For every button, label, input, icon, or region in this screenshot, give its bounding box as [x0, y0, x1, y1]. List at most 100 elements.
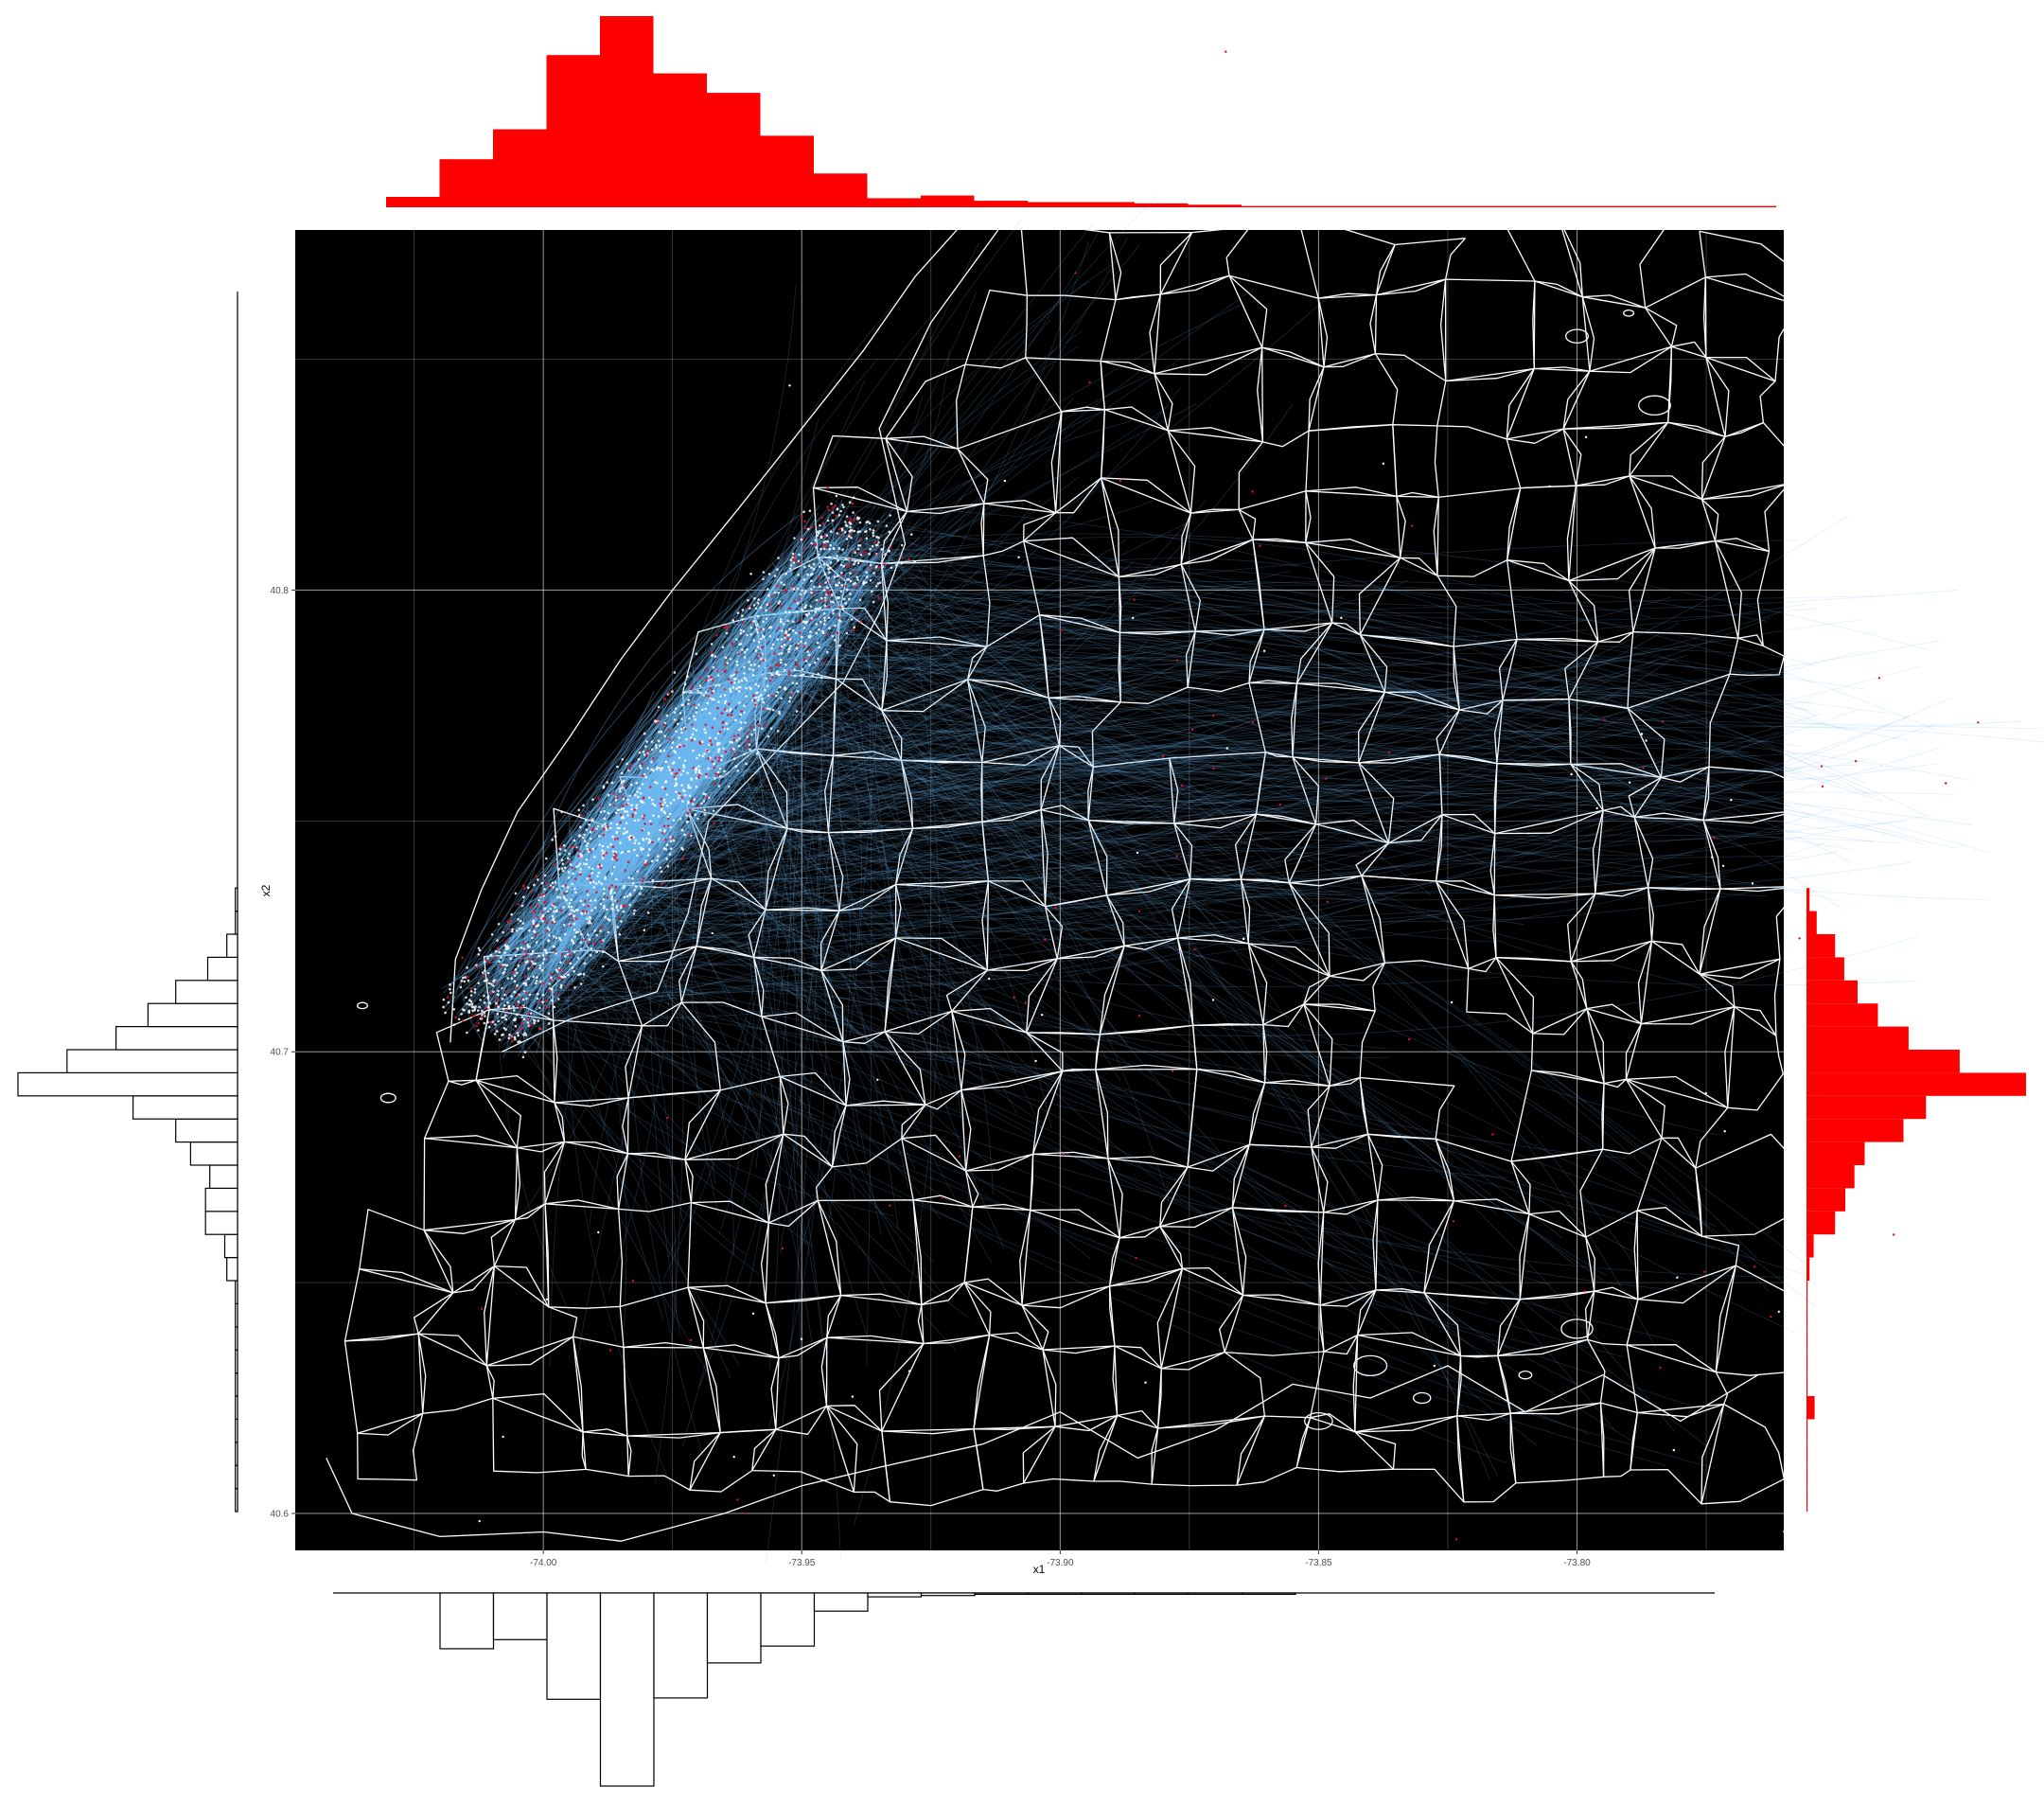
outer-endpoint — [782, 1248, 784, 1249]
right-histogram-bar — [1806, 1350, 1807, 1372]
pickup-point — [486, 979, 489, 982]
dropoff-point — [607, 825, 609, 828]
pickup-point — [616, 823, 619, 826]
pickup-point — [752, 669, 755, 672]
x-tick-label: -74.00 — [530, 1558, 557, 1568]
pickup-point — [626, 895, 629, 898]
pickup-point — [481, 1010, 484, 1013]
pickup-point — [489, 1001, 492, 1004]
pickup-point — [478, 947, 481, 950]
pickup-point — [609, 823, 612, 825]
dropoff-point — [613, 792, 616, 795]
pickup-point — [839, 620, 842, 623]
pickup-point — [693, 798, 696, 801]
pickup-point — [797, 574, 800, 576]
pickup-point — [814, 540, 817, 542]
pickup-point — [811, 675, 814, 678]
pickup-point — [634, 812, 637, 815]
pickup-point — [787, 650, 790, 653]
pickup-point — [831, 593, 834, 596]
pickup-point — [846, 515, 849, 518]
dropoff-point — [797, 645, 800, 647]
pickup-point — [845, 558, 848, 561]
pickup-point — [674, 671, 677, 674]
pickup-point — [803, 578, 806, 581]
outer-endpoint — [1878, 677, 1880, 679]
pickup-point — [823, 589, 826, 592]
pickup-point — [867, 521, 870, 523]
y-axis: 40.640.740.8 — [271, 586, 295, 1520]
dropoff-point — [855, 571, 857, 574]
dropoff-point — [771, 695, 774, 698]
pickup-point — [781, 629, 784, 632]
pickup-point — [572, 966, 574, 969]
pickup-point — [674, 752, 677, 754]
dropoff-point — [697, 805, 700, 807]
x-tick-label: -73.85 — [1305, 1558, 1332, 1568]
pickup-point — [611, 836, 614, 839]
pickup-point — [690, 736, 693, 739]
pickup-point — [744, 677, 747, 680]
pickup-point — [580, 947, 583, 950]
dropoff-point — [586, 890, 589, 893]
pickup-point — [532, 976, 535, 979]
pickup-point — [817, 642, 819, 645]
left-histogram-bar — [176, 981, 238, 1003]
dropoff-point — [603, 828, 606, 831]
pickup-point — [783, 584, 785, 587]
pickup-point — [603, 787, 606, 789]
pickup-point — [871, 591, 873, 593]
dropoff-point — [589, 849, 591, 852]
pickup-point — [466, 966, 468, 969]
pickup-point — [535, 982, 537, 985]
outer-endpoint — [1199, 1069, 1201, 1071]
outer-endpoint — [1896, 694, 1898, 696]
pickup-point — [541, 882, 544, 885]
right-marginal-histogram — [1806, 888, 2026, 1512]
pickup-point — [686, 814, 689, 817]
pickup-point — [670, 772, 673, 775]
bottom-histogram-bar — [1189, 1593, 1242, 1594]
pickup-point — [763, 701, 766, 704]
dropoff-point — [860, 539, 863, 541]
pickup-point — [838, 645, 841, 647]
pickup-point — [617, 808, 620, 811]
left-histogram-bar — [205, 1188, 238, 1211]
dropoff-point — [760, 653, 763, 656]
dropoff-point — [642, 774, 644, 777]
dropoff-point — [477, 1022, 480, 1025]
pickup-point — [487, 1006, 490, 1009]
outer-endpoint — [1119, 480, 1121, 482]
pickup-point — [497, 1013, 500, 1016]
dropoff-point — [803, 521, 806, 523]
pickup-point — [631, 877, 634, 880]
pickup-point — [701, 740, 704, 743]
pickup-point — [515, 968, 518, 971]
dropoff-point — [550, 973, 553, 976]
dropoff-point — [816, 615, 819, 618]
pickup-point — [654, 886, 657, 889]
outer-endpoint — [1451, 1001, 1453, 1003]
dropoff-point — [711, 692, 714, 695]
dropoff-point — [791, 586, 794, 589]
pickup-point — [621, 772, 624, 775]
dropoff-point — [869, 567, 872, 570]
pickup-point — [504, 945, 507, 947]
pickup-point — [807, 528, 810, 531]
left-histogram-bar — [236, 1419, 238, 1442]
pickup-point — [661, 769, 663, 771]
pickup-point — [639, 787, 642, 790]
pickup-point — [746, 648, 749, 651]
pickup-point — [734, 719, 737, 722]
pickup-point — [698, 754, 701, 757]
pickup-point — [595, 882, 598, 885]
pickup-point — [613, 892, 616, 894]
dropoff-point — [688, 834, 691, 837]
pickup-point — [663, 802, 666, 805]
dropoff-point — [661, 832, 664, 835]
pickup-point — [598, 835, 601, 838]
dropoff-point — [489, 1021, 492, 1024]
outer-endpoint — [1252, 721, 1254, 723]
pickup-point — [486, 1021, 489, 1024]
pickup-point — [841, 527, 844, 530]
